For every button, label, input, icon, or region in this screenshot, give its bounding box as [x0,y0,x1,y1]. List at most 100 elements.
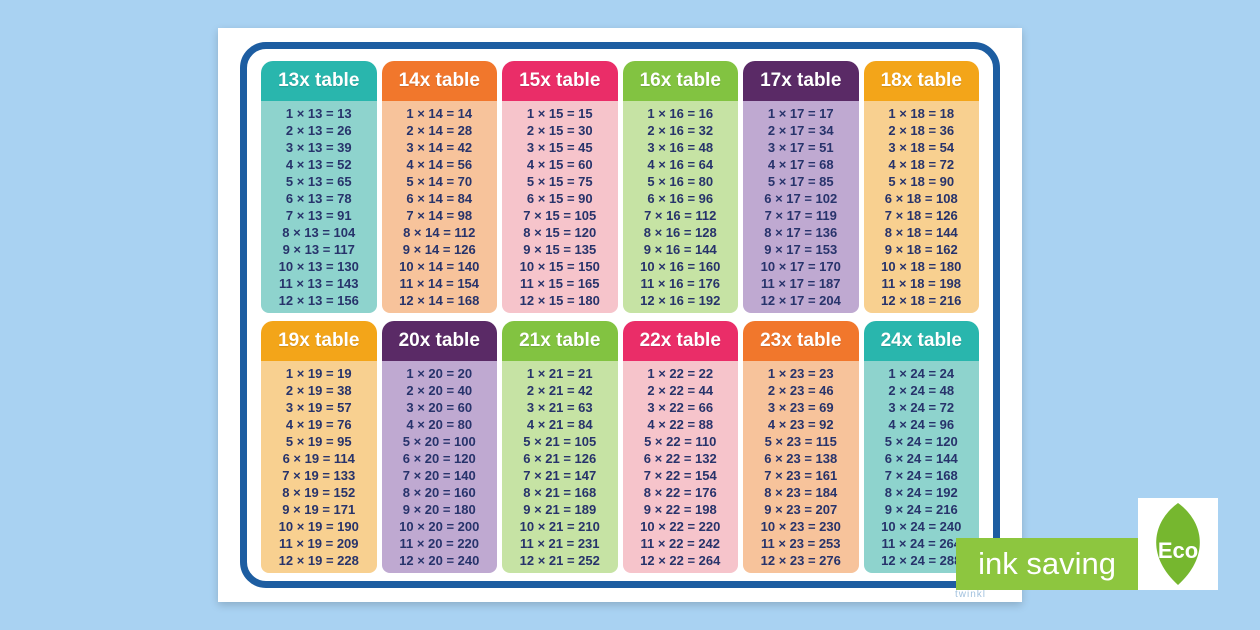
times-table-row: 12 × 22 = 264 [640,553,721,568]
times-table-row: 4 × 16 = 64 [647,157,714,172]
times-table-row: 11 × 16 = 176 [640,276,721,291]
times-table-title: 19x table [278,330,360,351]
times-table-row: 12 × 23 = 276 [760,553,841,568]
times-table-row: 11 × 24 = 264 [881,536,962,551]
times-table-row: 7 × 16 = 112 [644,208,717,223]
times-table-row: 12 × 16 = 192 [640,293,721,308]
eco-badge: ink saving Eco [956,498,1218,590]
times-table-row: 11 × 20 = 220 [399,536,480,551]
times-table-card: 23x table 1 × 23 = 23 2 × 23 = 46 3 × 23 =… [743,321,859,573]
times-table-row: 11 × 13 = 143 [278,276,359,291]
times-table-row: 10 × 18 = 180 [881,259,962,274]
times-table-row: 1 × 17 = 17 [767,106,834,121]
times-table-header: 18x table [863,61,979,101]
times-table-row: 2 × 13 = 26 [285,123,352,138]
times-table-row: 1 × 21 = 21 [526,366,593,381]
times-table-title: 13x table [278,70,360,91]
times-table-row: 2 × 19 = 38 [285,383,352,398]
times-table-header: 19x table [261,321,377,361]
times-table-row: 11 × 22 = 242 [640,536,721,551]
times-table-row: 5 × 13 = 65 [285,174,352,189]
times-table-row: 4 × 18 = 72 [888,157,955,172]
times-table-row: 4 × 15 = 60 [526,157,593,172]
times-table-row: 2 × 24 = 48 [888,383,955,398]
times-table-row: 12 × 21 = 252 [519,553,600,568]
times-table-row: 11 × 17 = 187 [760,276,841,291]
times-table-row: 7 × 22 = 154 [643,468,717,483]
times-table-body: 1 × 18 = 18 2 × 18 = 36 3 × 18 = 54 4 × 18 … [863,101,979,313]
times-table-row: 3 × 20 = 60 [406,400,473,415]
times-table-row: 1 × 19 = 19 [285,366,352,381]
times-table-row: 11 × 21 = 231 [519,536,600,551]
times-table-row: 2 × 21 = 42 [526,383,593,398]
times-table-row: 7 × 19 = 133 [282,468,356,483]
times-table-title: 23x table [760,330,842,351]
times-table-row: 9 × 19 = 171 [282,502,356,517]
times-table-row: 5 × 15 = 75 [526,174,593,189]
times-table-row: 8 × 22 = 176 [643,485,717,500]
times-table-row: 2 × 18 = 36 [888,123,955,138]
times-table-header: 20x table [381,321,497,361]
times-table-body: 1 × 14 = 14 2 × 14 = 28 3 × 14 = 42 4 × 14 … [381,101,497,313]
times-table-header: 16x table [622,61,738,101]
times-table-row: 11 × 18 = 198 [881,276,962,291]
times-table-row: 7 × 18 = 126 [884,208,958,223]
times-table-header: 24x table [863,321,979,361]
times-table-card: 24x table 1 × 24 = 24 2 × 24 = 48 3 × 24 =… [863,321,979,573]
times-table-row: 5 × 18 = 90 [888,174,955,189]
times-table-row: 4 × 14 = 56 [406,157,473,172]
times-table-row: 7 × 14 = 98 [406,208,473,223]
times-table-row: 6 × 24 = 144 [884,451,958,466]
times-table-header: 13x table [261,61,377,101]
times-table-row: 7 × 13 = 91 [285,208,352,223]
times-table-row: 7 × 21 = 147 [523,468,597,483]
times-table-row: 3 × 15 = 45 [526,140,593,155]
eco-label: Eco [1158,538,1198,563]
times-table-card: 21x table 1 × 21 = 21 2 × 21 = 42 3 × 21 =… [502,321,618,573]
times-table-row: 7 × 20 = 140 [402,468,476,483]
times-table-row: 4 × 24 = 96 [888,417,955,432]
times-table-row: 12 × 15 = 180 [519,293,600,308]
times-table-row: 8 × 13 = 104 [282,225,356,240]
times-table-row: 12 × 17 = 204 [760,293,841,308]
times-table-row: 9 × 16 = 144 [643,242,717,257]
times-table-row: 4 × 21 = 84 [526,417,593,432]
times-table-header: 21x table [502,321,618,361]
times-table-card: 14x table 1 × 14 = 14 2 × 14 = 28 3 × 14 =… [381,61,497,313]
times-table-row: 9 × 18 = 162 [884,242,958,257]
times-table-row: 3 × 23 = 69 [767,400,834,415]
times-table-row: 9 × 23 = 207 [764,502,838,517]
times-table-row: 2 × 17 = 34 [767,123,834,138]
times-table-body: 1 × 24 = 24 2 × 24 = 48 3 × 24 = 72 4 × 24 … [863,361,979,573]
times-table-row: 1 × 24 = 24 [888,366,955,381]
times-table-body: 1 × 21 = 21 2 × 21 = 42 3 × 21 = 63 4 × 21 … [502,361,618,573]
times-table-row: 4 × 23 = 92 [767,417,834,432]
eco-leaf-icon: Eco [1156,503,1200,585]
times-table-row: 11 × 14 = 154 [399,276,480,291]
times-table-title: 15x table [519,70,601,91]
times-table-row: 3 × 14 = 42 [406,140,473,155]
times-table-row: 9 × 20 = 180 [402,502,476,517]
times-table-body: 1 × 15 = 15 2 × 15 = 30 3 × 15 = 45 4 × 15 … [502,101,618,313]
times-table-row: 9 × 15 = 135 [523,242,597,257]
times-table-row: 9 × 14 = 126 [402,242,476,257]
times-table-row: 3 × 22 = 66 [647,400,714,415]
times-table-row: 3 × 18 = 54 [888,140,955,155]
times-table-row: 7 × 23 = 161 [764,468,838,483]
times-table-header: 14x table [381,61,497,101]
times-table-header: 17x table [743,61,859,101]
times-table-row: 1 × 13 = 13 [285,106,352,121]
times-table-row: 5 × 23 = 115 [764,434,837,449]
times-table-card: 19x table 1 × 19 = 19 2 × 19 = 38 3 × 19 =… [261,321,377,573]
times-table-row: 7 × 17 = 119 [764,208,837,223]
times-table-row: 12 × 24 = 288 [881,553,962,568]
times-table-row: 10 × 17 = 170 [760,259,841,274]
times-table-row: 6 × 21 = 126 [523,451,597,466]
times-table-row: 5 × 21 = 105 [523,434,597,449]
times-table-row: 12 × 19 = 228 [278,553,359,568]
times-table-row: 10 × 21 = 210 [519,519,600,534]
times-table-card: 18x table 1 × 18 = 18 2 × 18 = 36 3 × 18 =… [863,61,979,313]
times-table-card: 15x table 1 × 15 = 15 2 × 15 = 30 3 × 15 =… [502,61,618,313]
times-table-row: 10 × 14 = 140 [399,259,480,274]
times-table-row: 10 × 13 = 130 [278,259,359,274]
